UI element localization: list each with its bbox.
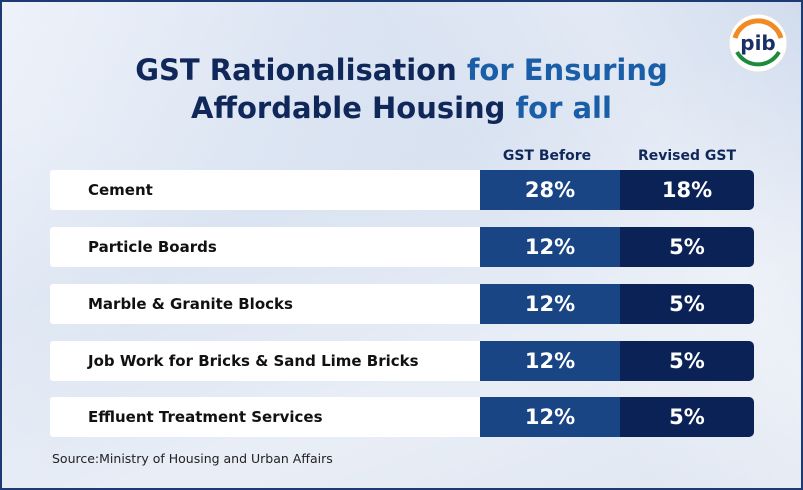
table-row: Cement 28% 18% [50,170,754,210]
row-revised-gst: 5% [620,341,754,381]
title-line2-dark: Affordable Housing [191,91,516,125]
row-item-name: Cement [50,170,480,210]
pib-logo-icon: pib [728,13,788,73]
row-gst-before: 12% [480,227,620,267]
logo-text: pib [740,31,776,55]
row-gst-before: 12% [480,284,620,324]
table-row: Job Work for Bricks & Sand Lime Bricks 1… [50,341,754,381]
row-revised-gst: 5% [620,284,754,324]
page-title-line2: Affordable Housing for all [0,90,803,126]
page-title-line1: GST Rationalisation for Ensuring [0,52,803,88]
row-gst-before: 12% [480,397,620,437]
title-line1-accent: for Ensuring [466,53,668,87]
source-note: Source:Ministry of Housing and Urban Aff… [52,451,333,466]
column-header-revised-gst: Revised GST [637,148,737,164]
row-revised-gst: 18% [620,170,754,210]
row-gst-before: 28% [480,170,620,210]
title-line2-accent: for all [515,91,612,125]
row-item-name: Particle Boards [50,227,480,267]
row-gst-before: 12% [480,341,620,381]
table-row: Effluent Treatment Services 12% 5% [50,397,754,437]
title-line1-dark: GST Rationalisation [135,53,467,87]
row-item-name: Job Work for Bricks & Sand Lime Bricks [50,341,480,381]
row-revised-gst: 5% [620,397,754,437]
column-header-gst-before: GST Before [502,148,592,164]
table-row: Particle Boards 12% 5% [50,227,754,267]
row-item-name: Effluent Treatment Services [50,397,480,437]
table-row: Marble & Granite Blocks 12% 5% [50,284,754,324]
row-revised-gst: 5% [620,227,754,267]
row-item-name: Marble & Granite Blocks [50,284,480,324]
